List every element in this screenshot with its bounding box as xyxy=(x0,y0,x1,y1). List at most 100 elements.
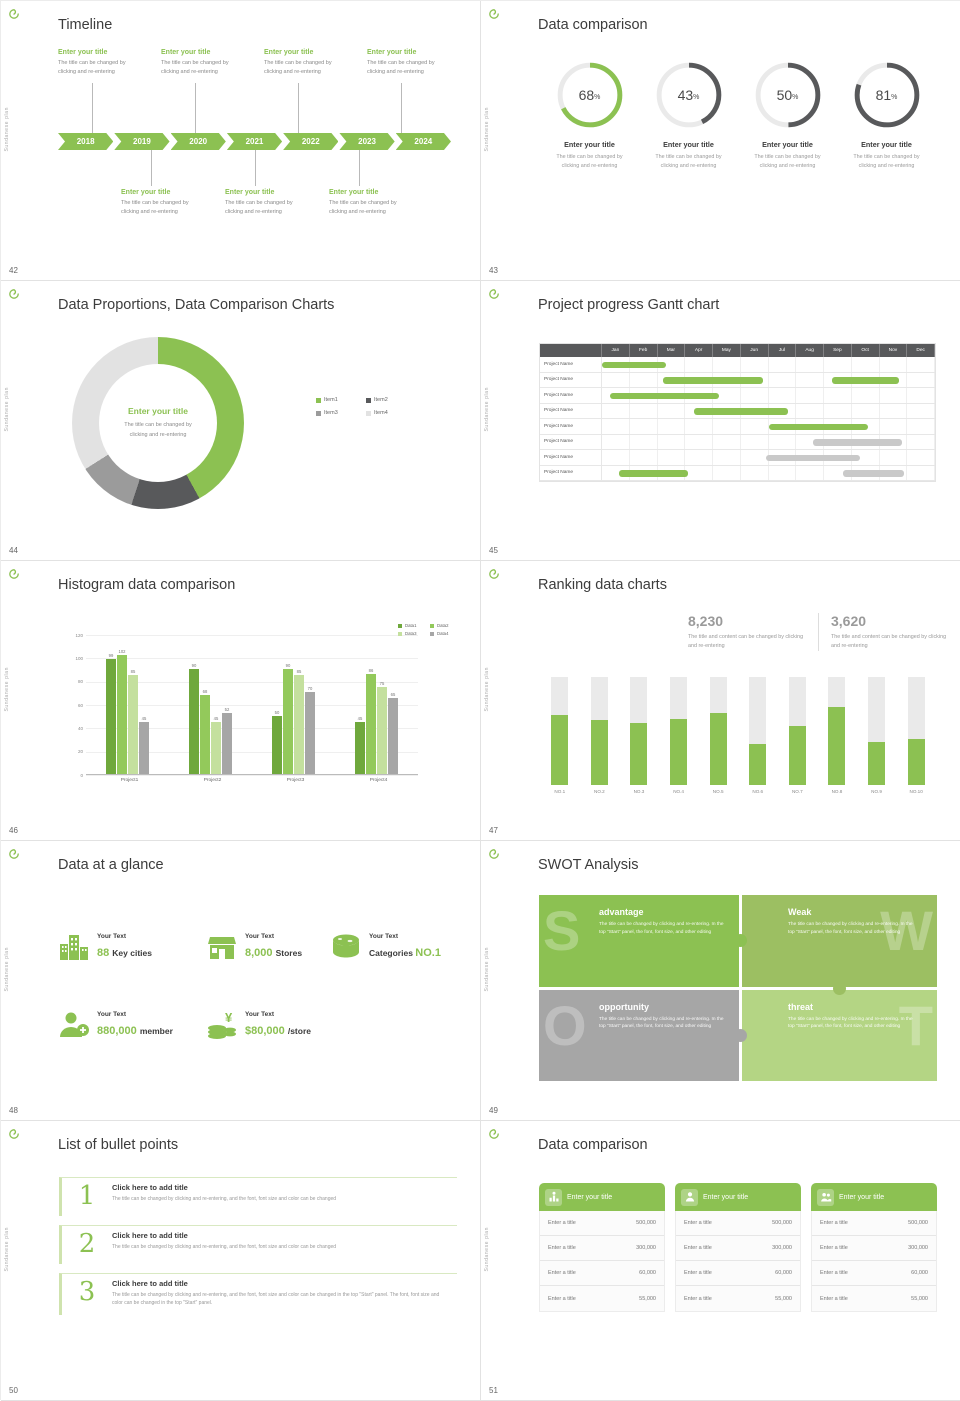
swot-piece-weak: W Weak The title can be changed by clickin… xyxy=(742,895,937,995)
histogram-bar-wrap: 85 xyxy=(294,669,304,774)
connector-line xyxy=(151,150,152,186)
gantt-cell xyxy=(685,465,713,480)
bar-value-label: 68 xyxy=(202,688,208,694)
page-number: 50 xyxy=(9,1386,18,1395)
legend-swatch xyxy=(430,623,434,628)
slide-title: Project progress Gantt chart xyxy=(538,297,720,313)
slide-50-bullet-points[interactable]: Sundanese plan List of bullet points 1 Cl… xyxy=(1,1121,481,1401)
bullet-title: Click here to add title xyxy=(112,1183,188,1192)
gantt-cell xyxy=(852,357,880,372)
histogram-bar-wrap: 99 xyxy=(106,653,116,774)
page-number: 42 xyxy=(9,266,18,275)
legend-label: Item2 xyxy=(374,397,388,403)
slide-51-data-comparison-cards[interactable]: Sundanese plan Data comparison Enter you… xyxy=(481,1121,960,1401)
gantt-month-label: Aug xyxy=(796,344,824,357)
x-tick-label: NO.10 xyxy=(909,789,923,794)
stat-caption: The title and content can be changed by … xyxy=(688,634,804,650)
legend-item: Data2 xyxy=(430,623,456,628)
comparison-card: Enter your title Enter a title 500,000 Ente… xyxy=(539,1183,665,1312)
connector-line xyxy=(195,83,196,133)
progress-title: Enter your title xyxy=(762,140,813,149)
slide-45-gantt[interactable]: Sundanese plan Project progress Gantt ch… xyxy=(481,281,960,561)
histogram-bar xyxy=(388,698,398,774)
gantt-cell xyxy=(741,419,769,434)
ranking-bar-column: NO.6 xyxy=(738,677,778,794)
bar-fill xyxy=(590,720,608,785)
ranking-bar-column: NO.1 xyxy=(540,677,580,794)
gantt-cell xyxy=(796,372,824,387)
slide-44-data-proportions[interactable]: Sundanese plan Data Proportions, Data Co… xyxy=(1,281,481,561)
y-tick-label: 40 xyxy=(77,725,83,731)
gantt-cell xyxy=(630,419,658,434)
row-label: Enter a title xyxy=(548,1220,576,1226)
store-icon xyxy=(206,931,238,963)
slide-47-ranking[interactable]: Sundanese plan Ranking data charts 8,230… xyxy=(481,561,960,841)
stat-text: Your Text 8,000 Stores xyxy=(245,933,302,961)
histogram-bar-wrap: 50 xyxy=(272,710,282,774)
slide-title: Data comparison xyxy=(538,1137,648,1153)
card-header: Enter your title xyxy=(675,1183,801,1211)
legend-swatch xyxy=(398,623,402,628)
timeline-year: 2022 xyxy=(283,133,338,150)
legend-swatch xyxy=(430,631,434,636)
row-label: Enter a title xyxy=(820,1270,848,1276)
swot-text: Weak The title can be changed by clicking… xyxy=(788,907,918,937)
gantt-cell xyxy=(907,388,935,403)
slide-43-data-comparison[interactable]: Sundanese plan Data comparison 68% Enter … xyxy=(481,1,960,281)
bullet-text: Click here to add title The title can be … xyxy=(112,1183,336,1203)
rank-person-icon xyxy=(545,1188,562,1206)
stat-value: 8,000 Stores xyxy=(245,943,302,961)
bar-track xyxy=(590,677,608,785)
slide-title: Data comparison xyxy=(538,17,648,33)
gantt-cell xyxy=(630,372,658,387)
brand-logo-icon xyxy=(8,1128,20,1140)
gantt-cell xyxy=(880,419,908,434)
slide-46-histogram[interactable]: Sundanese plan Histogram data comparison… xyxy=(1,561,481,841)
timeline-year-bar: 2018 2019 2020 2021 2022 2023 2024 xyxy=(58,133,452,150)
donut-chart: Enter your title The title can be changed… xyxy=(72,337,244,509)
sidebar-vertical-text: Sundanese plan xyxy=(4,1227,10,1272)
histogram-bar-wrap: 52 xyxy=(222,707,232,774)
ranking-bar-chart: NO.1 NO.2 NO.3 NO.4 NO.5 NO.6 NO.7 NO.8 NO.9 NO.1… xyxy=(540,677,936,794)
gantt-cell xyxy=(880,388,908,403)
y-tick-label: 80 xyxy=(77,679,83,685)
legend-swatch xyxy=(398,631,402,636)
bar-value-label: 75 xyxy=(379,680,385,686)
ranking-bar-column: NO.2 xyxy=(580,677,620,794)
gantt-cell xyxy=(630,403,658,418)
row-value: 500,000 xyxy=(908,1220,928,1226)
comparison-cards-content: Enter your title Enter a title 500,000 Ente… xyxy=(538,1169,948,1382)
slide-48-data-at-a-glance[interactable]: Sundanese plan Data at a glance Your Tex… xyxy=(1,841,481,1121)
gantt-cell xyxy=(741,434,769,449)
row-label: Enter a title xyxy=(820,1220,848,1226)
gantt-month-label: Nov xyxy=(880,344,908,357)
stat-item: ¥ Your Text $80,000 /store xyxy=(206,1009,311,1041)
bar-value-label: 86 xyxy=(368,667,374,673)
bar-fill xyxy=(630,723,648,785)
brand-logo-icon xyxy=(488,288,500,300)
card-row: Enter a title 500,000 xyxy=(540,1211,664,1236)
progress-title: Enter your title xyxy=(861,140,912,149)
gantt-month-label: Feb xyxy=(630,344,658,357)
gantt-month-label: May xyxy=(713,344,741,357)
gantt-cell xyxy=(907,372,935,387)
card-body: Enter a title 500,000 Enter a title 300,000… xyxy=(539,1211,665,1312)
swot-body: The title can be changed by clicking and… xyxy=(788,922,913,935)
gantt-bar xyxy=(610,392,719,399)
x-tick-label: NO.4 xyxy=(673,789,684,794)
swot-body: The title can be changed by clicking and… xyxy=(788,1016,913,1030)
row-value: 300,000 xyxy=(772,1245,792,1251)
card-title: Enter your title xyxy=(839,1193,885,1201)
row-label: Enter a title xyxy=(684,1220,712,1226)
row-label: Enter a title xyxy=(684,1245,712,1251)
progress-body: The title can be changed by clicking and… xyxy=(556,154,623,170)
timeline-top-entry: Enter your title The title can be changed… xyxy=(58,49,152,78)
page-number: 48 xyxy=(9,1106,18,1115)
x-tick-label: NO.5 xyxy=(712,789,724,794)
sidebar-vertical-text: Sundanese plan xyxy=(4,387,10,432)
histogram-content: 0 20 40 60 80 100 120 99 102 85 45 Project1 90 68 45 52… xyxy=(58,609,468,822)
gantt-cell xyxy=(852,388,880,403)
stat-value: 88 Key cities xyxy=(97,943,152,961)
slide-42-timeline[interactable]: Sundanese plan Timeline Enter your title… xyxy=(1,1,481,281)
